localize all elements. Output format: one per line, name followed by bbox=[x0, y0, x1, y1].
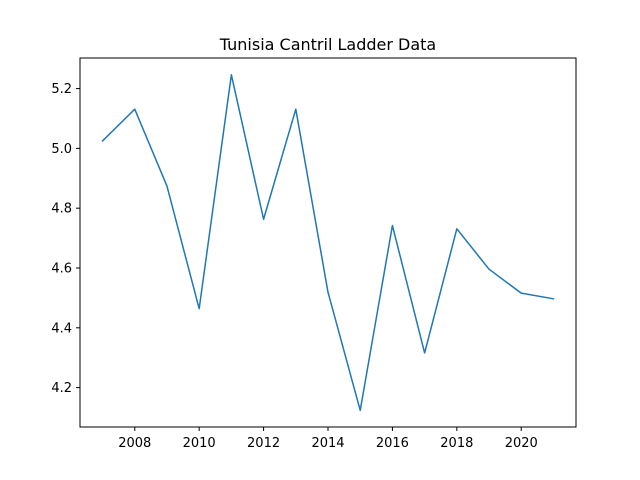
data-point bbox=[325, 289, 331, 295]
data-point bbox=[389, 223, 395, 229]
data-point bbox=[486, 266, 492, 272]
series-layer bbox=[100, 72, 556, 413]
data-point bbox=[550, 296, 556, 302]
y-axis: 4.2 4.4 4.6 4.8 5.0 5.2 bbox=[51, 82, 80, 396]
data-point bbox=[518, 290, 524, 296]
data-point bbox=[357, 407, 363, 413]
x-tick-label: 2012 bbox=[247, 436, 280, 451]
y-tick-label: 4.4 bbox=[51, 321, 72, 336]
chart-title: Tunisia Cantril Ladder Data bbox=[219, 35, 436, 54]
x-tick-label: 2016 bbox=[376, 436, 409, 451]
x-tick-label: 2018 bbox=[440, 436, 473, 451]
data-point bbox=[100, 138, 106, 144]
data-point bbox=[454, 226, 460, 232]
y-tick-label: 4.8 bbox=[51, 202, 72, 217]
data-point bbox=[293, 106, 299, 112]
data-point bbox=[196, 306, 202, 312]
series-line bbox=[101, 74, 555, 412]
x-axis: 2008 2010 2012 2014 2016 2018 2020 bbox=[118, 427, 538, 451]
x-tick-label: 2008 bbox=[118, 436, 151, 451]
data-point bbox=[164, 183, 170, 189]
x-tick-label: 2014 bbox=[311, 436, 344, 451]
y-tick-label: 5.0 bbox=[51, 142, 72, 157]
x-tick-label: 2020 bbox=[505, 436, 538, 451]
y-tick-label: 4.2 bbox=[51, 381, 72, 396]
data-point bbox=[422, 350, 428, 356]
data-point bbox=[261, 216, 267, 222]
data-point bbox=[132, 106, 138, 112]
x-tick-label: 2010 bbox=[183, 436, 216, 451]
y-tick-label: 5.2 bbox=[51, 82, 72, 97]
y-tick-label: 4.6 bbox=[51, 261, 72, 276]
data-point bbox=[228, 72, 234, 78]
